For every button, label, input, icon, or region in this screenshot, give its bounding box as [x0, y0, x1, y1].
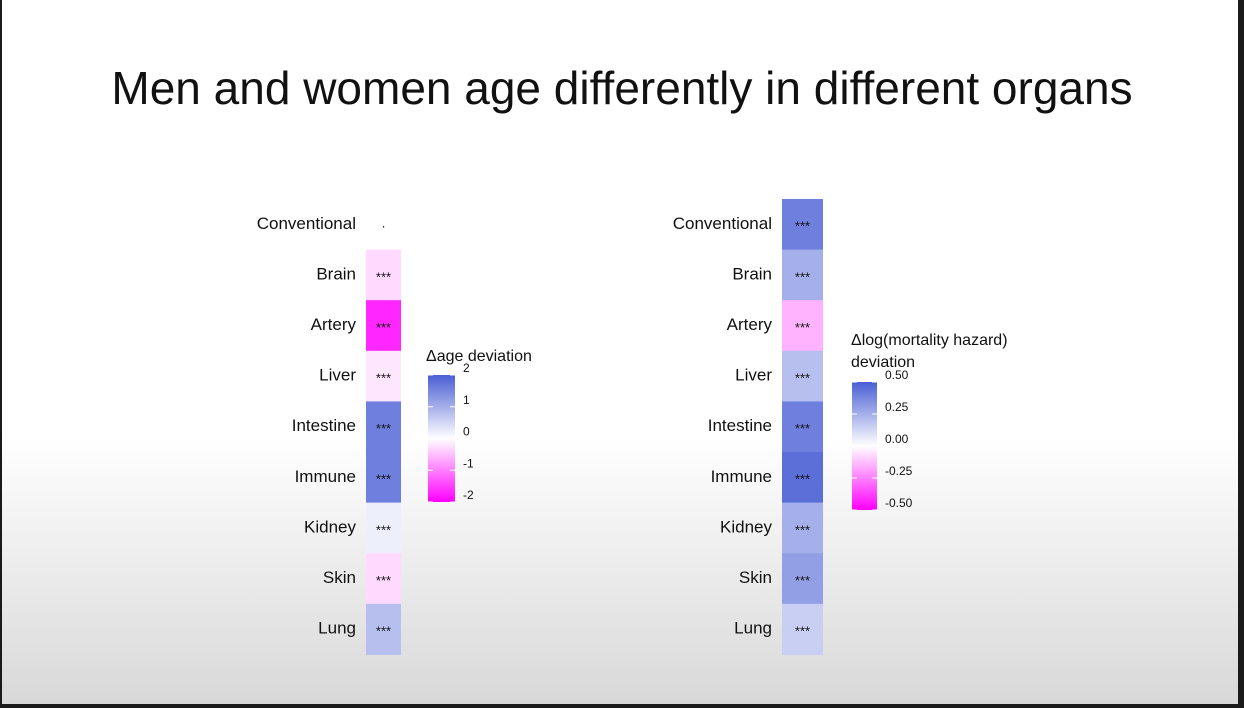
row-label: Lung [734, 619, 772, 638]
colorbar-tick-label: 1 [463, 393, 470, 407]
heatmap-cell [366, 350, 401, 402]
row-label: Intestine [292, 416, 356, 435]
row-label: Artery [311, 315, 357, 334]
row-label: Intestine [708, 416, 772, 435]
row-label: Skin [323, 568, 356, 587]
heatmap-cell [782, 603, 823, 655]
colorbar-tick-label: 0.00 [885, 432, 909, 446]
significance-label: *** [795, 624, 810, 639]
colorbar-tick-label: 0.25 [885, 400, 909, 414]
significance-label: *** [376, 522, 391, 537]
heatmap-cell [782, 452, 823, 504]
heatmap-cell [366, 502, 401, 554]
significance-label: *** [795, 573, 810, 588]
row-label: Lung [318, 619, 356, 638]
colorbar-tick-label: 0 [463, 425, 470, 439]
heatmap-cell [366, 249, 401, 301]
significance-label: *** [376, 421, 391, 436]
significance-label: *** [376, 320, 391, 335]
heatmap-cell [782, 249, 823, 301]
slide-title: Men and women age differently in differe… [111, 62, 1132, 114]
significance-label: *** [376, 624, 391, 639]
colorbar-tick-label: -2 [463, 488, 474, 502]
row-label: Skin [739, 568, 772, 587]
colorbar-tick-label: 0.50 [885, 368, 909, 382]
heatmap-cell [366, 553, 401, 605]
heatmap-cell [366, 300, 401, 352]
row-label: Artery [727, 315, 773, 334]
heatmap-cell [782, 502, 823, 554]
heatmap-cell [782, 553, 823, 605]
colorbar-tick-label: 2 [463, 361, 470, 375]
row-label: Immune [295, 467, 356, 486]
legend-title: Δlog(mortality hazard) [851, 332, 1008, 349]
heatmap-cell [366, 452, 401, 504]
significance-label: *** [795, 219, 810, 234]
colorbar-tick-label: -0.50 [885, 496, 913, 510]
significance-label: *** [795, 522, 810, 537]
colorbar-tick-label: -1 [463, 456, 474, 470]
significance-label: *** [376, 573, 391, 588]
legend-title: deviation [851, 354, 915, 371]
row-label: Brain [316, 264, 356, 283]
heatmap-cell [782, 300, 823, 352]
significance-label: *** [795, 269, 810, 284]
heatmap-cell [366, 401, 401, 453]
significance-label: · [381, 219, 385, 234]
row-label: Kidney [304, 517, 356, 536]
significance-label: *** [376, 371, 391, 386]
heatmap-cell [366, 603, 401, 655]
significance-label: *** [795, 371, 810, 386]
significance-label: *** [376, 472, 391, 487]
heatmap-cell [782, 350, 823, 402]
row-label: Immune [711, 467, 772, 486]
significance-label: *** [795, 472, 810, 487]
row-label: Kidney [720, 517, 772, 536]
row-label: Brain [732, 264, 772, 283]
colorbar-tick-label: -0.25 [885, 464, 913, 478]
row-label: Liver [735, 366, 772, 385]
row-label: Conventional [673, 214, 772, 233]
row-label: Liver [319, 366, 356, 385]
heatmap-cell [782, 199, 823, 251]
heatmap-cell [782, 401, 823, 453]
significance-label: *** [795, 421, 810, 436]
significance-label: *** [376, 269, 391, 284]
heatmap-cell [366, 199, 401, 251]
legend-title: Δage deviation [426, 348, 532, 365]
significance-label: *** [795, 320, 810, 335]
row-label: Conventional [257, 214, 356, 233]
